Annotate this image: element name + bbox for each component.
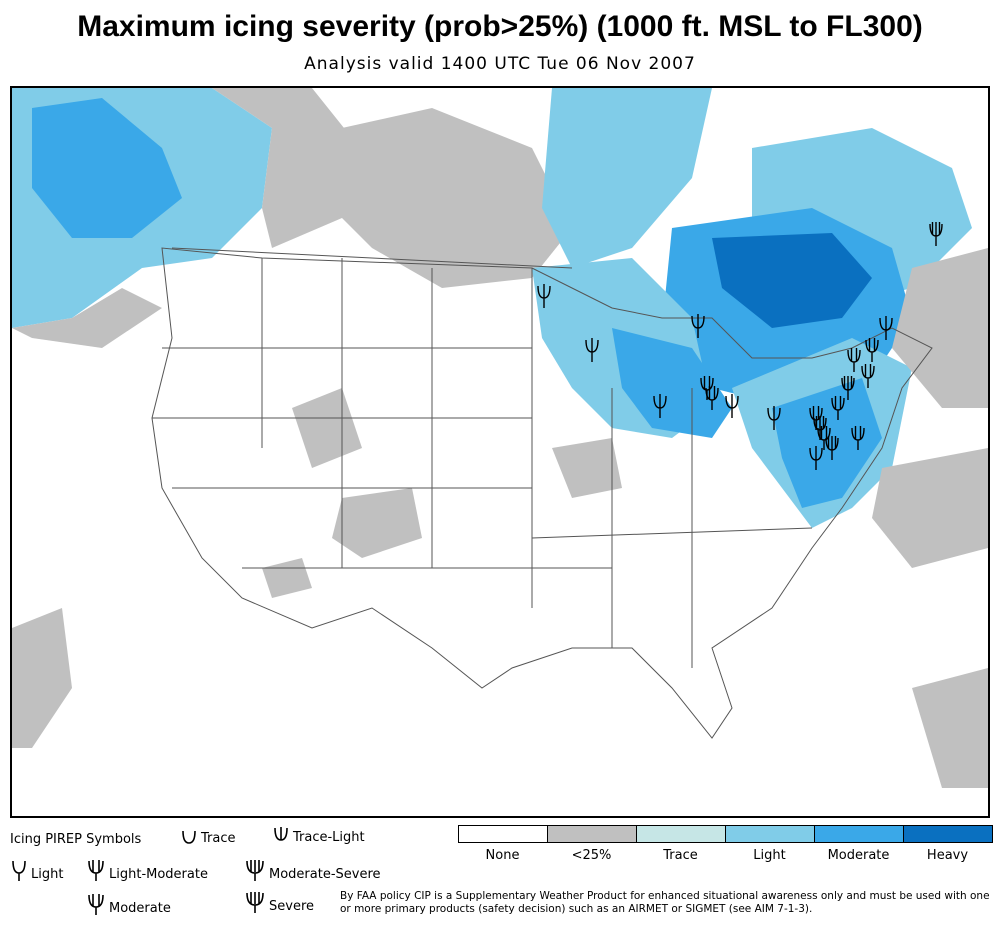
scale-none-swatch [459,826,548,842]
map-title: Maximum icing severity (prob>25%) (1000 … [77,10,923,43]
pirep-marker [705,386,719,410]
scale-lt25-label: <25% [571,848,612,863]
legend-light-moderate: Light-Moderate [86,858,208,882]
legend-moderate-severe-label: Moderate-Severe [269,867,381,882]
pirep-marker [585,338,599,362]
pirep-marker [767,406,781,430]
pirep-marker [813,416,827,440]
pirep-marker [879,316,893,340]
pirep-marker [831,396,845,420]
moderate-symbol-icon [88,894,104,915]
pirep-marker [537,284,551,308]
pirep-marker [851,426,865,450]
pirep-marker [841,376,855,400]
icing-map [10,86,990,818]
legend-moderate-severe: Moderate-Severe [244,858,381,882]
scale-heavy-swatch [904,826,992,842]
pirep-marker [725,394,739,418]
scale-moderate-label: Moderate [827,848,890,863]
pirep-marker [861,364,875,388]
legend-trace-light-label: Trace-Light [293,830,365,845]
legend-light: Light [10,858,63,882]
pirep-symbols-title: Icing PIREP Symbols [10,832,142,847]
trace-symbol-icon [182,830,196,844]
pirep-marker [809,446,823,470]
analysis-valid-time: Analysis valid 1400 UTC Tue 06 Nov 2007 [304,54,696,74]
legend-light-label: Light [31,867,64,882]
scale-trace-swatch [637,826,726,842]
pirep-marker [691,314,705,338]
scale-light-label: Light [753,848,786,863]
icing-severity-field [12,88,988,788]
legend-trace: Trace [180,828,236,846]
light-moderate-symbol-icon [88,860,104,881]
scale-trace-label: Trace [663,848,698,863]
moderate-severe-symbol-icon [246,860,264,881]
scale-light-swatch [726,826,815,842]
faa-disclaimer: By FAA policy CIP is a Supplementary Wea… [340,890,990,915]
legend-moderate-label: Moderate [109,901,171,916]
pirep-markers [537,222,943,470]
pirep-marker [825,436,839,460]
scale-moderate-swatch [815,826,904,842]
legend-severe-label: Severe [269,899,314,914]
pirep-marker [865,338,879,362]
legend-severe: Severe [244,890,314,914]
state-borders [151,247,933,739]
scale-heavy-label: Heavy [926,848,969,863]
pirep-marker [847,348,861,372]
legend-moderate: Moderate [86,892,171,916]
legend-trace-light: Trace-Light [272,825,365,845]
legend-light-moderate-label: Light-Moderate [109,867,208,882]
pirep-marker [929,222,943,246]
severity-color-scale [458,825,993,843]
severe-symbol-icon [246,892,264,913]
light-symbol-icon [12,860,26,881]
pirep-marker [653,394,667,418]
scale-lt25-swatch [548,826,637,842]
legend-trace-label: Trace [201,831,236,846]
scale-none-label: None [485,848,520,863]
pirep-marker [817,426,831,450]
trace-light-symbol-icon [274,827,288,841]
severity-scale-labels: None <25% Trace Light Moderate Heavy [458,848,992,863]
